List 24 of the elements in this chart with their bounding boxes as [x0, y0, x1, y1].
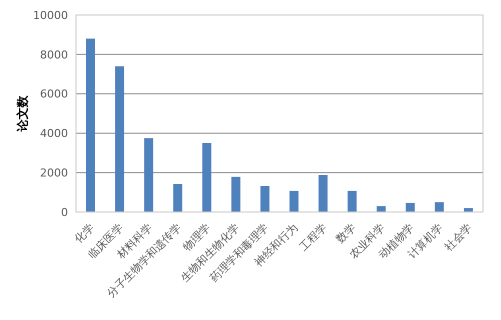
y-tick-label: 4000: [40, 127, 68, 140]
bar: [260, 186, 270, 212]
bar: [231, 176, 240, 212]
bar: [202, 143, 212, 212]
bar: [348, 190, 357, 212]
y-tick-label: 6000: [40, 88, 68, 101]
bar: [290, 190, 298, 212]
bar: [86, 38, 95, 212]
x-tick-label: 化学: [72, 220, 97, 246]
bar: [376, 206, 386, 212]
x-tick-label: 社会学: [442, 220, 475, 254]
x-tick-label: 工程学: [296, 220, 330, 254]
bar: [144, 138, 154, 212]
bar: [318, 174, 328, 212]
bar: [115, 66, 124, 212]
y-axis-title: 论文数: [15, 94, 30, 132]
y-tick-label: 2000: [40, 166, 68, 180]
bar: [434, 202, 444, 212]
y-tick-label: 0: [61, 206, 68, 219]
y-tick-label: 10000: [33, 8, 68, 22]
bar: [406, 202, 415, 212]
bar: [173, 184, 182, 212]
y-tick-label: 8000: [40, 48, 68, 62]
x-tick-label: 数学: [334, 220, 358, 246]
